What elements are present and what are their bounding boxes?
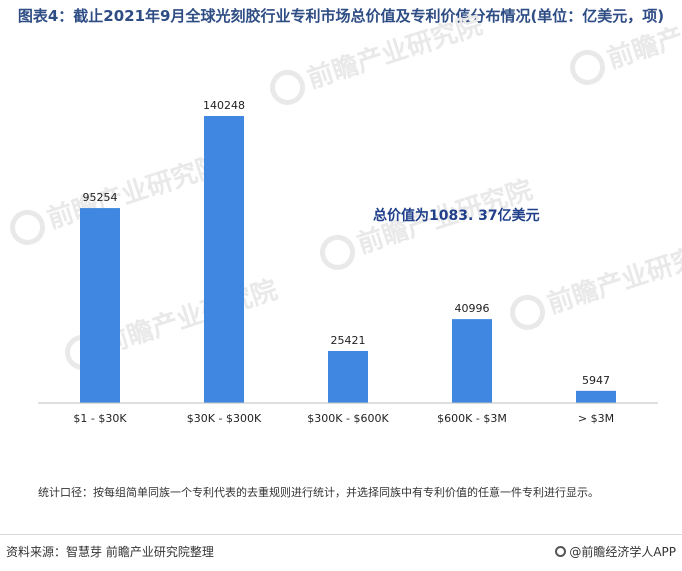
bars-group: 95254 140248 25421 40996 5947 (80, 99, 616, 403)
watermark-text: 前瞻产业研究院 (44, 149, 227, 235)
bar-value-label-1: 140248 (203, 99, 245, 112)
brand-credit: @前瞻经济学人APP (555, 543, 676, 560)
chart-title: 图表4：截止2021年9月全球光刻胶行业专利市场总价值及专利价值分布情况(单位：… (17, 7, 665, 25)
total-value-annotation: 总价值为1083. 37亿美元 (373, 207, 540, 224)
bar-0 (80, 208, 120, 403)
brand-logo-icon (555, 546, 567, 557)
x-tick-label-2: $300K - $600K (307, 412, 389, 425)
watermark-4: 前瞻产业研究院 (510, 234, 682, 330)
watermark-text: 前瞻产业研究院 (604, 0, 682, 75)
watermark-text: 前瞻产业研究院 (544, 234, 682, 320)
bar-chart: 前瞻产业研究院前瞻产业研究院前瞻产业研究院前瞻产业研究院前瞻产业研究院前瞻产业研… (10, 0, 682, 425)
watermark-logo-icon (270, 69, 306, 105)
watermark-logo-icon (510, 294, 546, 330)
watermark-logo-icon (10, 209, 46, 245)
watermark-text: 前瞻产业研究院 (99, 274, 282, 360)
bar-1 (204, 116, 244, 403)
bar-4 (576, 390, 616, 403)
watermark-logo-icon (320, 234, 356, 270)
data-source: 资料来源：智慧芽 前瞻产业研究院整理 (6, 545, 214, 559)
x-tick-label-0: $1 - $30K (73, 412, 127, 425)
statistics-note: 统计口径：按每组简单同族一个专利代表的去重规则进行统计，并选择同族中有专利价值的… (38, 486, 599, 499)
watermark-logo-icon (570, 49, 606, 85)
x-tick-labels: $1 - $30K $30K - $300K $300K - $600K $600K … (73, 412, 614, 425)
footer-divider (0, 534, 682, 535)
bar-3 (452, 319, 492, 403)
x-tick-label-3: $600K - $3M (437, 412, 507, 425)
bar-value-label-2: 25421 (331, 334, 366, 347)
watermark-3: 前瞻产业研究院 (570, 0, 682, 85)
watermark-1: 前瞻产业研究院 (270, 9, 487, 105)
bar-value-label-4: 5947 (582, 374, 610, 387)
bar-value-label-0: 95254 (83, 191, 118, 204)
brand-label: @前瞻经济学人APP (569, 545, 676, 559)
x-tick-label-4: > $3M (578, 412, 614, 425)
x-tick-label-1: $30K - $300K (187, 412, 262, 425)
bar-value-label-3: 40996 (455, 302, 490, 315)
bar-2 (328, 350, 368, 403)
watermark-text: 前瞻产业研究院 (304, 9, 487, 95)
